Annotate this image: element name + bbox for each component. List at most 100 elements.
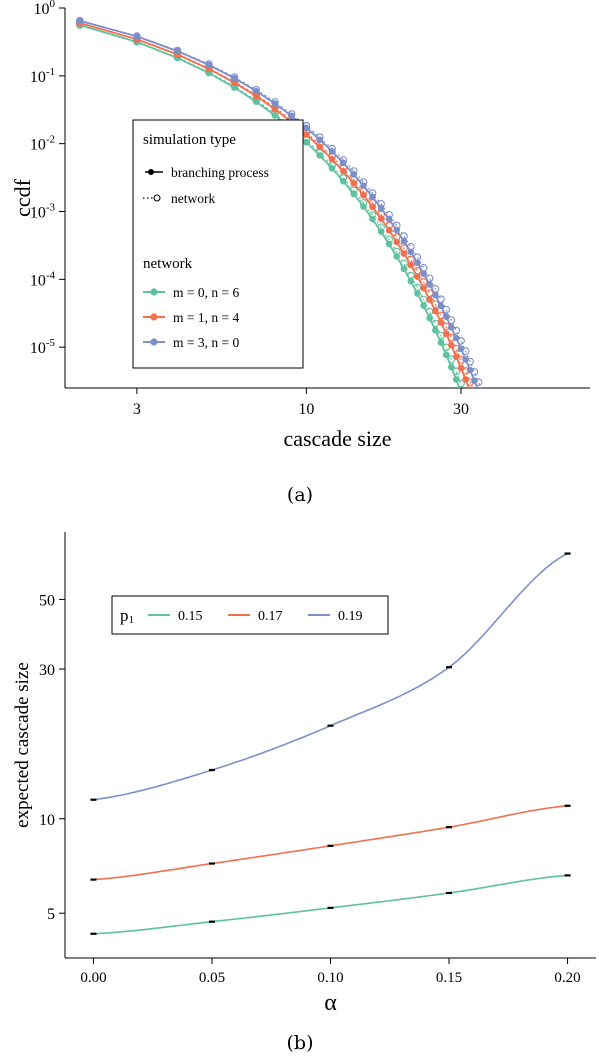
- branching-point-a: [420, 284, 427, 292]
- network-point-a: [339, 156, 348, 164]
- branching-point-a: [466, 366, 474, 374]
- y-tick-label-b: 50: [39, 592, 55, 609]
- network-point-a: [471, 390, 478, 397]
- y-tick-label-a: 10-2: [30, 134, 55, 154]
- network-point-a: [315, 133, 324, 142]
- network-point-a: [133, 32, 141, 41]
- x-tick-label-b: 0.20: [554, 970, 580, 986]
- network-point-a: [457, 336, 465, 345]
- x-tick-label-b: 0.15: [436, 970, 462, 986]
- branching-point-a: [448, 363, 455, 371]
- legend-title-network: network: [143, 256, 193, 272]
- branching-point-a: [407, 277, 415, 285]
- network-point-a: [385, 235, 393, 244]
- network-point-a: [385, 210, 393, 219]
- network-point-a: [204, 60, 213, 68]
- legend-label-b: 0.19: [338, 609, 363, 624]
- caption-b: (b): [287, 1032, 314, 1054]
- network-point-a: [252, 85, 261, 94]
- branching-point-a: [426, 281, 433, 288]
- y-tick-base-a: 10: [30, 204, 46, 221]
- legend-title-b: p1: [120, 606, 134, 626]
- y-tick-exp-a: -4: [46, 269, 56, 281]
- y-tick-base-a: 10: [34, 1, 50, 18]
- branching-point-a: [369, 203, 376, 211]
- series-line-a: [79, 19, 479, 388]
- branching-point-a: [316, 143, 324, 151]
- y-tick-exp-a: -1: [46, 66, 55, 78]
- branching-point-a: [426, 296, 433, 303]
- network-point-a: [413, 283, 422, 292]
- plot-area-a: [75, 16, 486, 397]
- branching-point-a: [442, 313, 450, 320]
- legend-box-a: [132, 119, 304, 369]
- series-line-b: [93, 874, 568, 935]
- legend-marker-net-item: [150, 313, 158, 321]
- series-line-b: [93, 805, 568, 881]
- network-point-a: [339, 174, 348, 182]
- branching-point-a: [475, 388, 482, 395]
- network-point-a: [359, 178, 368, 186]
- network-point-a: [75, 16, 84, 25]
- network-point-a: [328, 144, 336, 153]
- branching-point-a: [437, 302, 445, 310]
- network-point-a: [359, 198, 368, 207]
- network-point-a: [173, 46, 182, 55]
- branching-point-a: [471, 377, 478, 385]
- network-point-a: [406, 271, 415, 280]
- network-point-a: [419, 295, 428, 304]
- legend-marker-branching: [148, 169, 154, 175]
- branching-point-a: [432, 326, 439, 334]
- x-tick-label-a: 30: [453, 401, 469, 418]
- y-tick-base-a: 10: [30, 340, 46, 357]
- branching-point-a: [420, 270, 427, 277]
- y-tick-exp-a: -5: [46, 337, 56, 349]
- y-tick-base-a: 10: [30, 137, 46, 154]
- network-point-a: [425, 307, 434, 316]
- x-tick-label-b: 0.05: [199, 970, 225, 986]
- network-point-a: [479, 389, 486, 396]
- branching-point-a: [369, 215, 376, 223]
- branching-point-a: [437, 339, 445, 346]
- legend-label-net-item: m = 3, n = 0: [173, 335, 239, 350]
- legend-label-b: 0.17: [258, 609, 283, 624]
- y-tick-label-b: 30: [39, 662, 55, 679]
- network-point-a: [425, 289, 434, 298]
- x-tick-label-a: 10: [298, 401, 314, 418]
- network-point-a: [419, 278, 428, 286]
- legend-marker-net-item: [150, 288, 158, 296]
- network-point-a: [392, 221, 401, 230]
- x-tick-label-b: 0.10: [317, 970, 343, 986]
- legend-title-sub-b: 1: [129, 614, 135, 626]
- branching-point-a: [303, 131, 310, 138]
- branching-point-a: [414, 259, 421, 267]
- network-point-a: [442, 305, 451, 314]
- legend-label-net-item: m = 1, n = 4: [173, 310, 239, 325]
- y-tick-label-a: 10-1: [30, 66, 55, 86]
- network-point-a: [400, 244, 408, 253]
- legend-label-net-item: m = 0, n = 6: [173, 285, 239, 300]
- network-point-a: [315, 148, 324, 157]
- x-axis-label-b: α: [324, 990, 337, 1016]
- network-point-a: [400, 259, 408, 268]
- y-tick-base-a: 10: [30, 272, 46, 289]
- network-point-a: [470, 368, 479, 376]
- network-point-a: [474, 378, 483, 387]
- network-point-a: [349, 167, 358, 175]
- legend-label-network: network: [171, 191, 215, 206]
- network-point-a: [392, 247, 401, 256]
- x-tick-label-a: 3: [133, 401, 141, 418]
- legend-label-b: 0.15: [178, 609, 203, 624]
- network-point-a: [437, 295, 445, 304]
- branching-point-a: [303, 124, 310, 132]
- legend-title-main-b: p: [120, 606, 129, 625]
- network-point-a: [452, 326, 461, 335]
- x-tick-label-b: 0.00: [80, 970, 106, 986]
- network-point-a: [452, 367, 461, 376]
- network-point-a: [392, 233, 401, 241]
- y-tick-exp-a: -3: [46, 201, 56, 213]
- network-point-a: [413, 253, 422, 262]
- y-tick-base-a: 10: [30, 69, 46, 86]
